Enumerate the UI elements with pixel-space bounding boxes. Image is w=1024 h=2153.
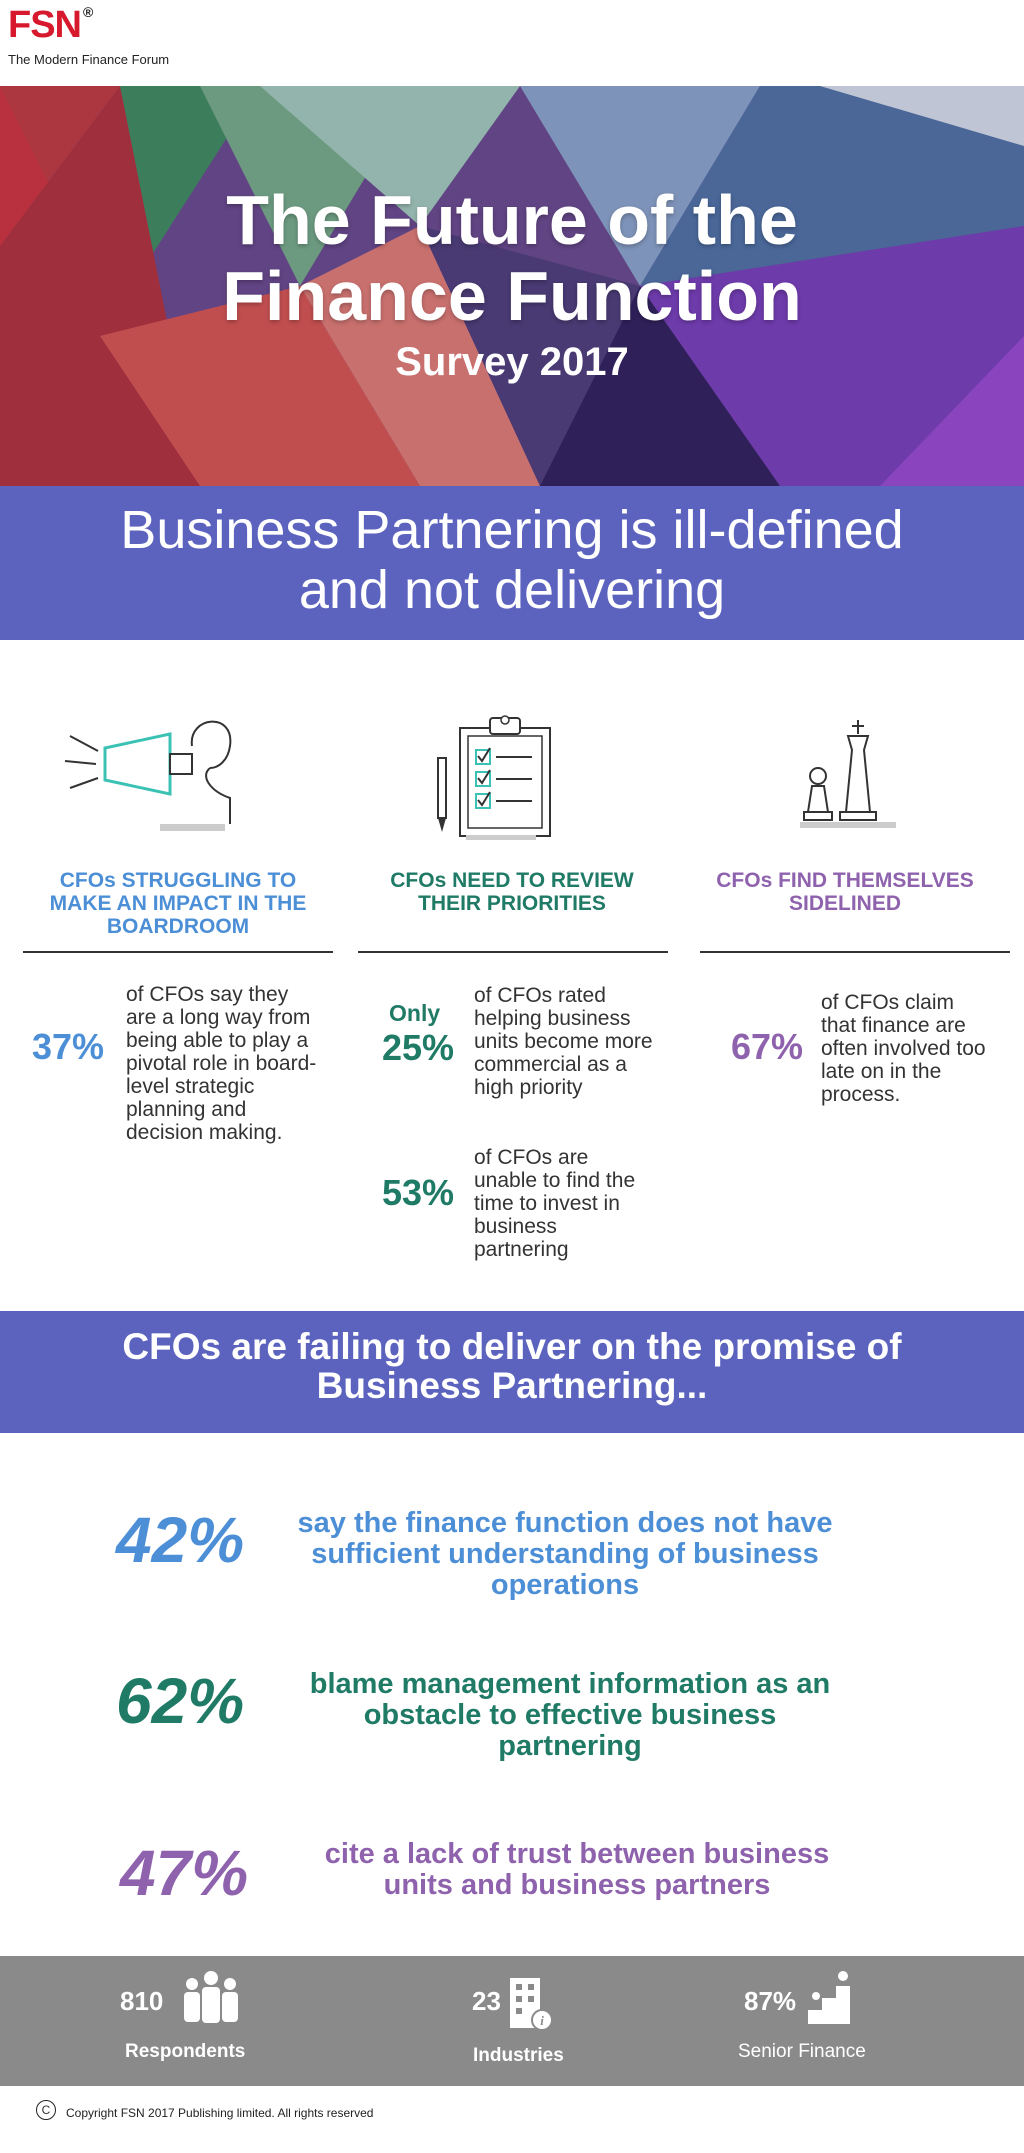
stat-line: commercial as a [474,1053,627,1076]
fsn-logo: FSN ® [8,4,93,47]
column-divider [23,951,333,953]
column-divider [700,951,1010,953]
stat-line: being able to play a [126,1029,309,1052]
finding-line: operations [490,1569,640,1601]
finding-line: cite a lack of trust between business [324,1838,830,1870]
tagline: The Modern Finance Forum [8,52,170,67]
respondents-count: 810 [120,1986,164,2016]
hero-subtitle: Survey 2017 [395,340,629,384]
section-heading: CFOs are failing to deliver on the promi… [0,1327,1024,1405]
stat-description: of CFOs say they are a long way from bei… [126,983,316,1144]
megaphone-person-icon [60,706,240,841]
building-info-icon: i [504,1972,554,2037]
finding-text: cite a lack of trust between business un… [272,1839,882,1901]
stat-line: decision making. [126,1121,283,1144]
stat-line: often involved too [821,1037,986,1060]
stat-description: of CFOs are unable to find the time to i… [474,1146,635,1261]
hero-background-pattern [0,86,1024,486]
stat-line: time to invest in [474,1192,620,1215]
copyright-text: Copyright FSN 2017 Publishing limited. A… [66,2106,374,2120]
column-title-sidelined: CFOs FIND THEMSELVES SIDELINED [690,869,1000,915]
column-title-line: THEIR PRIORITIES [418,892,606,915]
stat-line: of CFOs rated [474,984,606,1007]
stat-line: unable to find the [474,1169,636,1192]
stat-value: 25% [382,1027,455,1068]
finding-value: 62% [116,1665,245,1737]
industries-label: Industries [473,2045,564,2066]
finding-line: say the finance function does not have [297,1507,833,1539]
copyright-icon: C [36,2100,56,2120]
finding-line: partnering [498,1730,642,1762]
stat-line: of CFOs are [474,1146,589,1169]
column-title-line: CFOs FIND THEMSELVES [716,869,974,892]
registered-mark: ® [83,4,93,21]
chess-pieces-icon [790,716,910,841]
clipboard-checklist-icon [432,710,562,845]
column-title-line: MAKE AN IMPACT IN THE [49,892,307,915]
stat-prefix: Only [389,1000,441,1026]
people-group-icon [180,1970,242,2031]
logo-text: FSN [8,4,82,46]
stat-line: units become more [474,1030,653,1053]
hero-title-line-2: Finance Function [222,257,802,335]
section-heading-line-2: and not delivering [298,560,726,620]
stat-value: 37% [32,1026,105,1067]
finding-line: blame management information as an [309,1668,831,1700]
stat-line: process. [821,1083,901,1106]
stat-line: partnering [474,1238,569,1261]
section-banner [0,1311,1024,1433]
stat-line: business [474,1215,557,1238]
stat-line: of CFOs claim [821,991,955,1014]
column-title-line: CFOs STRUGGLING TO [59,869,297,892]
finding-line: units and business partners [383,1869,771,1901]
stat-line: of CFOs say they [126,983,289,1006]
stat-value: 53% [382,1172,455,1213]
finding-value: 42% [116,1504,245,1576]
finding-value: 47% [120,1837,249,1909]
finding-line: obstacle to effective business [363,1699,777,1731]
column-title-line: CFOs NEED TO REVIEW [390,869,634,892]
stat-description: of CFOs rated helping business units bec… [474,984,653,1099]
hero-title: The Future of the Finance Function [0,182,1024,334]
column-title-line: BOARDROOM [106,915,250,938]
stat-line: high priority [474,1076,583,1099]
stat-value: 67% [731,1026,804,1067]
column-divider [358,951,668,953]
finding-line: sufficient understanding of business [311,1538,819,1570]
section-heading-line-1: Business Partnering is ill-defined [120,500,904,560]
respondents-label: Respondents [125,2041,246,2062]
stat-line: pivotal role in board- [126,1052,317,1075]
stat-line: level strategic [126,1075,255,1098]
senior-finance-label: Senior Finance [738,2041,866,2062]
stat-line: that finance are [821,1014,966,1037]
section-heading-line-1: CFOs are failing to deliver on the promi… [122,1326,902,1367]
column-title-priorities: CFOs NEED TO REVIEW THEIR PRIORITIES [357,869,667,915]
stat-line: planning and [126,1098,247,1121]
finding-text: say the finance function does not have s… [260,1508,870,1601]
stat-line: late on in the [821,1060,942,1083]
column-title-line: SIDELINED [788,892,901,915]
senior-finance-percent: 87% [744,1986,797,2016]
section-banner [0,486,1024,640]
stat-description: of CFOs claim that finance are often inv… [821,991,986,1106]
industries-count: 23 [472,1986,501,2016]
svg-text:i: i [540,2013,544,2028]
stat-line: helping business [474,1007,631,1030]
hero-banner [0,86,1024,486]
finding-text: blame management information as an obsta… [265,1669,875,1762]
hero-title-line-1: The Future of the [226,181,798,259]
column-title-boardroom: CFOs STRUGGLING TO MAKE AN IMPACT IN THE… [23,869,333,938]
stat-line: are a long way from [126,1006,311,1029]
section-heading: Business Partnering is ill-defined and n… [0,500,1024,620]
section-heading-line-2: Business Partnering... [316,1365,708,1406]
career-ladder-icon [804,1970,858,2031]
